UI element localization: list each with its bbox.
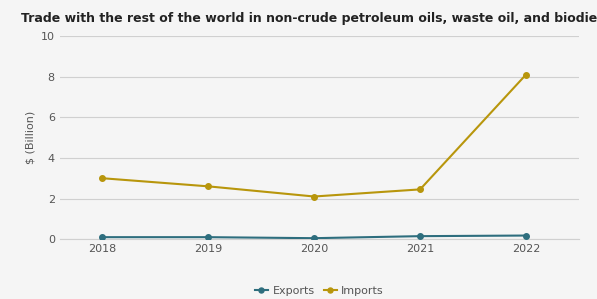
Line: Imports: Imports (99, 72, 529, 199)
Exports (99, 235, 106, 239)
Legend: Exports, Imports: Exports, Imports (250, 281, 389, 299)
Y-axis label: $ (Billion): $ (Billion) (25, 111, 35, 164)
Exports (522, 234, 530, 237)
Imports (417, 187, 424, 191)
Exports (310, 237, 318, 240)
Exports (205, 235, 212, 239)
Title: Trade with the rest of the world in non-crude petroleum oils, waste oil, and bio: Trade with the rest of the world in non-… (21, 12, 597, 25)
Line: Exports: Exports (99, 233, 529, 241)
Imports (310, 195, 318, 198)
Exports (417, 234, 424, 238)
Imports (205, 184, 212, 188)
Imports (522, 73, 530, 76)
Imports (99, 176, 106, 180)
